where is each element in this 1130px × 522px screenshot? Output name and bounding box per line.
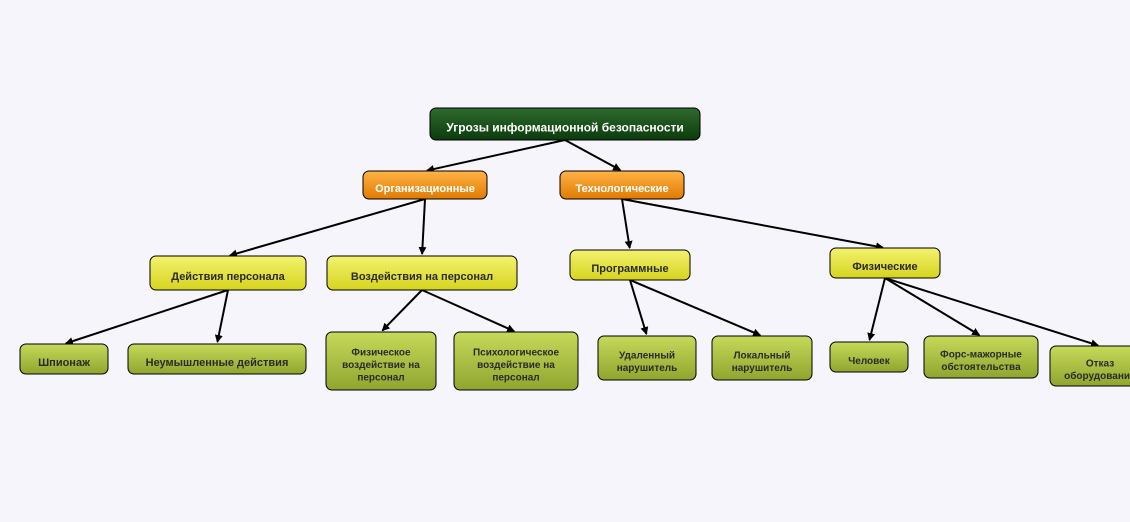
node-label: Физические	[852, 261, 917, 273]
node-pers_imp: Воздействия на персонал	[327, 256, 517, 290]
threat-tree-diagram: Угрозы информационной безопасности Органи…	[0, 0, 1130, 522]
node-local: Локальныйнарушитель	[712, 336, 812, 380]
node-label: Действия персонала	[171, 271, 285, 283]
node-remote: Удаленныйнарушитель	[598, 336, 696, 380]
node-root: Угрозы информационной безопасности	[430, 108, 700, 140]
node-label: Организационные	[375, 183, 475, 195]
node-failure: Отказоборудования	[1050, 346, 1130, 386]
node-phys: Физические	[830, 248, 940, 278]
node-label: Шпионаж	[38, 357, 90, 369]
node-label: Человек	[848, 355, 890, 366]
node-label: Удаленныйнарушитель	[617, 350, 678, 374]
node-pers_act: Действия персонала	[150, 256, 306, 290]
node-label: Технологические	[575, 183, 668, 195]
node-phys_imp: Физическоевоздействие наперсонал	[326, 332, 436, 390]
node-force: Форс-мажорныеобстоятельства	[924, 336, 1038, 378]
node-label: Неумышленные действия	[146, 357, 289, 369]
node-uninten: Неумышленные действия	[128, 344, 306, 374]
node-human: Человек	[830, 342, 908, 372]
node-label: Локальныйнарушитель	[732, 350, 793, 374]
node-spy: Шпионаж	[20, 344, 108, 374]
node-prog: Программные	[570, 250, 690, 280]
node-label: Угрозы информационной безопасности	[446, 121, 684, 135]
node-org: Организационные	[363, 171, 487, 199]
node-label: Воздействия на персонал	[351, 271, 493, 283]
node-psych_imp: Психологическоевоздействие наперсонал	[454, 332, 578, 390]
node-label: Программные	[591, 263, 668, 275]
node-label: Форс-мажорныеобстоятельства	[940, 349, 1022, 373]
node-tech: Технологические	[560, 171, 684, 199]
